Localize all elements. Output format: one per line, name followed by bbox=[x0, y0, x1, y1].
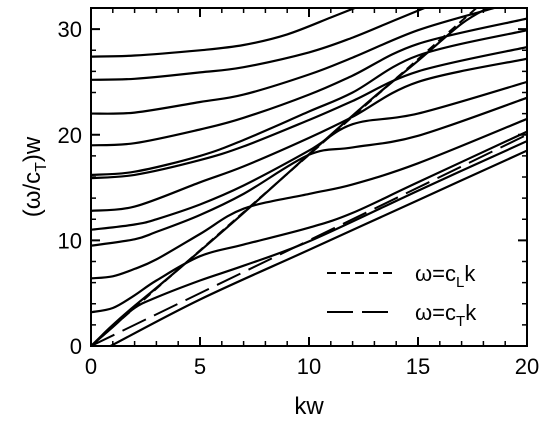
x-tick-label: 15 bbox=[406, 354, 430, 379]
dispersion-branch-9 bbox=[91, 29, 527, 176]
legend-label-transverse: ω=cTk bbox=[415, 300, 477, 330]
y-tick-label: 0 bbox=[70, 334, 82, 359]
dispersion-branch-11 bbox=[91, 8, 496, 115]
x-tick-label: 0 bbox=[85, 354, 97, 379]
y-tick-label: 30 bbox=[58, 17, 82, 42]
y-tick-label: 10 bbox=[58, 228, 82, 253]
axis-ticks: 0 5 10 15 20 0 10 20 30 bbox=[58, 8, 539, 379]
x-tick-label: 10 bbox=[297, 354, 321, 379]
dispersion-branch-2 bbox=[91, 140, 527, 346]
legend-label-longitudinal: ω=cLk bbox=[415, 261, 476, 291]
reference-line-transverse bbox=[91, 133, 527, 346]
y-tick-label: 20 bbox=[58, 123, 82, 148]
dispersion-branch-8 bbox=[91, 46, 527, 180]
dispersion-branch-12 bbox=[91, 8, 426, 81]
dispersion-branch-1 bbox=[109, 149, 527, 346]
x-axis-label: kw bbox=[294, 393, 324, 420]
x-tick-label: 5 bbox=[194, 354, 206, 379]
dispersion-branch-7 bbox=[91, 57, 527, 212]
dispersion-branch-5 bbox=[91, 96, 527, 247]
dispersion-branch-3 bbox=[91, 130, 527, 314]
plot-lines bbox=[91, 8, 527, 346]
y-axis-label: (ω/cT)w bbox=[19, 136, 50, 217]
dispersion-branch-13 bbox=[91, 8, 356, 58]
dispersion-branch-4 bbox=[91, 117, 527, 280]
dispersion-branch-14 bbox=[91, 8, 489, 346]
dispersion-branch-10 bbox=[91, 17, 527, 147]
plot-frame bbox=[90, 7, 528, 347]
x-tick-label: 20 bbox=[515, 354, 539, 379]
legend: ω=cLk ω=cTk bbox=[327, 261, 477, 330]
dispersion-branch-6 bbox=[91, 80, 527, 231]
